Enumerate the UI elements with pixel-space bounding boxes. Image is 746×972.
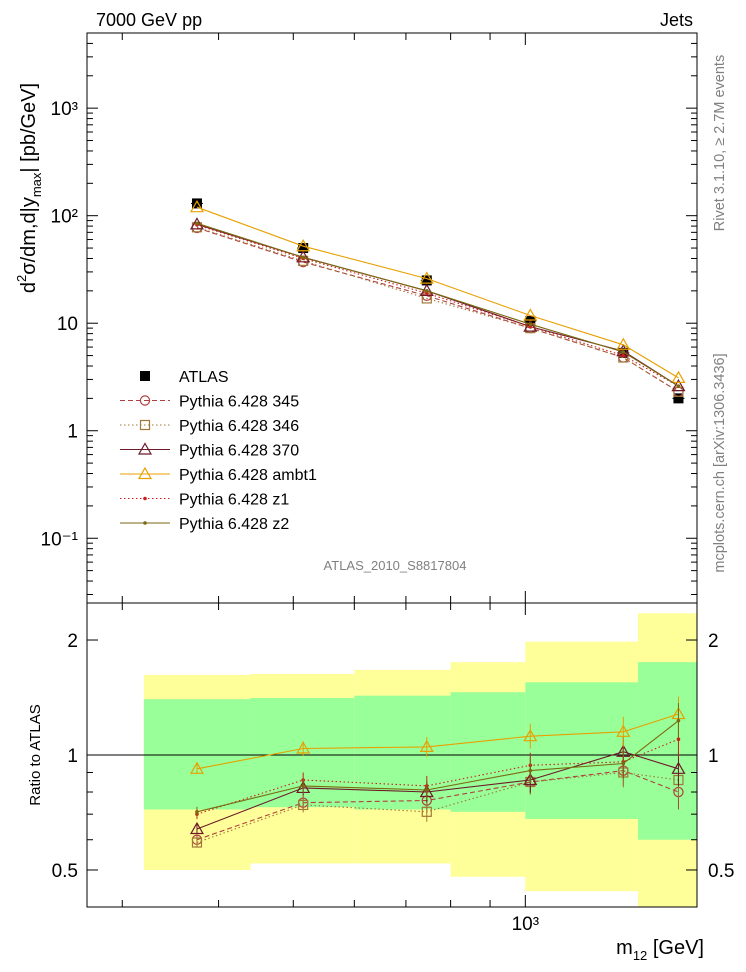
main-point-ATLAS xyxy=(673,393,684,404)
ratio-point-z2 xyxy=(301,784,305,788)
main-y-axis-label: d2σ/dm,d|ymax| [pb/GeV] xyxy=(14,83,44,293)
analysis-id-label: ATLAS_2010_S8817804 xyxy=(324,558,467,573)
ratio-panel: 0.5 0.5 1 1 2 2 10³ xyxy=(52,602,734,935)
main-point-ambt1 xyxy=(671,370,686,384)
ratio-point-z2 xyxy=(621,761,626,766)
main-point-z1 xyxy=(621,353,626,358)
legend-marker-ambt1 xyxy=(137,466,153,480)
legend-label-ambt1: Pythia 6.428 ambt1 xyxy=(179,467,317,484)
main-line-p346 xyxy=(196,226,679,393)
main-y-tick-label: 10⁻¹ xyxy=(41,529,79,550)
ratio-line-ambt1 xyxy=(196,713,679,770)
main-point-z2 xyxy=(621,350,626,354)
legend-label-p346: Pythia 6.428 346 xyxy=(179,418,299,435)
x-axis-label: m12 [GeV] xyxy=(616,937,704,963)
ratio-y-tick-label-right: 0.5 xyxy=(708,861,734,882)
main-line-z2 xyxy=(196,222,679,387)
ratio-y-tick-label-left: 0.5 xyxy=(52,861,78,882)
main-point-ambt1 xyxy=(296,239,311,252)
uncertainty-band-inner xyxy=(637,662,697,840)
legend-marker-z2 xyxy=(143,521,147,525)
legend-marker-ATLAS xyxy=(140,371,150,381)
main-point-z2 xyxy=(424,289,429,293)
main-y-tick-label: 10² xyxy=(51,207,78,228)
main-point-z2 xyxy=(528,322,533,326)
ratio-line-z2 xyxy=(196,720,679,813)
ratio-point-z1 xyxy=(676,737,681,741)
legend-marker-p345 xyxy=(139,395,151,406)
rivet-version-label: Rivet 3.1.10, ≥ 2.7M events xyxy=(712,55,728,231)
header-left: 7000 GeV pp xyxy=(96,10,202,30)
legend-marker-z1 xyxy=(143,496,147,501)
main-point-ATLAS xyxy=(191,198,202,209)
ratio-y-axis-label: Ratio to ATLAS xyxy=(27,704,44,805)
main-point-ambt1 xyxy=(523,308,538,321)
ratio-y-tick-label-left: 2 xyxy=(67,631,78,652)
main-point-z2 xyxy=(676,384,681,388)
main-y-tick-label: 10³ xyxy=(51,99,78,120)
legend-label-p370: Pythia 6.428 370 xyxy=(179,443,299,460)
uncertainty-band-inner xyxy=(354,695,451,810)
main-point-z2 xyxy=(301,255,305,260)
ratio-point-ambt1 xyxy=(419,739,434,753)
ratio-y-tick-label-left: 1 xyxy=(67,746,78,767)
main-point-ambt1 xyxy=(616,337,631,350)
uncertainty-band-inner xyxy=(143,699,251,810)
main-point-ambt1 xyxy=(419,271,434,284)
main-point-z2 xyxy=(195,221,199,226)
ratio-point-z2 xyxy=(676,718,681,723)
mcplots-label: mcplots.cern.ch [arXiv:1306.3436] xyxy=(712,353,728,572)
legend-label-z1: Pythia 6.428 z1 xyxy=(179,492,289,509)
ratio-y-tick-label-right: 1 xyxy=(708,746,719,767)
ratio-point-ambt1 xyxy=(189,761,205,774)
main-point-ambt1 xyxy=(189,199,205,213)
ratio-point-z2 xyxy=(424,788,429,792)
main-point-ATLAS xyxy=(421,275,432,286)
ratio-y-tick-label-right: 2 xyxy=(708,631,719,652)
main-point-p370 xyxy=(671,378,686,392)
legend-label-z2: Pythia 6.428 z2 xyxy=(179,516,289,533)
ratio-point-p370 xyxy=(523,772,538,786)
legend-marker-p346 xyxy=(139,419,151,431)
main-line-z1 xyxy=(196,224,679,387)
uncertainty-band-inner xyxy=(525,682,638,819)
ratio-line-p345 xyxy=(196,770,679,841)
main-panel: 10⁻¹ 1 10 10² 10³ xyxy=(41,32,698,604)
ratio-point-p370 xyxy=(189,821,205,835)
ratio-point-z2 xyxy=(528,768,533,773)
ratio-point-p370 xyxy=(671,761,686,774)
main-point-ATLAS xyxy=(298,243,309,254)
legend: ATLAS Pythia 6.428 345 Pythia 6.428 346 Pyt… xyxy=(120,369,317,533)
main-y-tick-label: 1 xyxy=(67,422,78,443)
ratio-line-z1 xyxy=(196,738,679,815)
main-point-p370 xyxy=(189,217,205,230)
legend-label-ATLAS: ATLAS xyxy=(179,369,229,386)
ratio-point-ambt1 xyxy=(296,741,311,754)
ratio-point-ambt1 xyxy=(616,724,631,737)
x-tick-label: 10³ xyxy=(512,914,539,935)
ratio-point-p346 xyxy=(298,799,309,811)
legend-marker-p370 xyxy=(137,442,153,455)
header-right: Jets xyxy=(660,10,693,30)
uncertainty-band-inner xyxy=(450,692,526,812)
main-line-ambt1 xyxy=(196,206,679,379)
legend-label-p345: Pythia 6.428 345 xyxy=(179,394,299,411)
ratio-point-p346 xyxy=(421,806,432,817)
ratio-point-p346 xyxy=(191,837,203,848)
ratio-line-p370 xyxy=(196,751,679,830)
ratio-point-ambt1 xyxy=(523,728,538,742)
main-y-tick-label: 10 xyxy=(57,314,78,335)
ratio-point-z2 xyxy=(195,810,199,814)
